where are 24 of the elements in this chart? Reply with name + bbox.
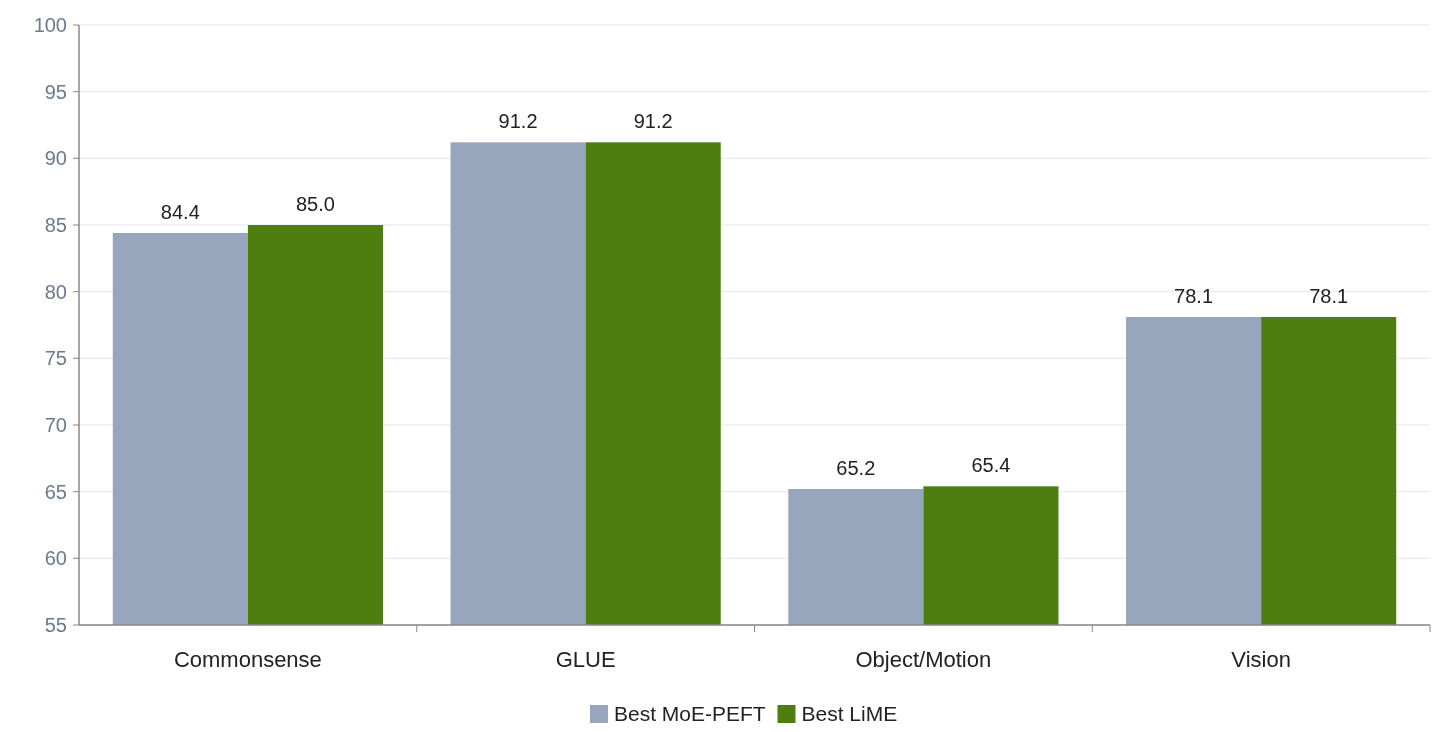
data-label: 65.4	[971, 454, 1011, 477]
y-tick-label: 85	[44, 214, 67, 236]
data-label: 78.1	[1309, 285, 1349, 307]
data-label: 78.1	[1174, 285, 1214, 307]
y-tick-label: 100	[33, 14, 67, 36]
y-tick-label: 60	[44, 547, 67, 570]
legend-label: Best LiME	[801, 702, 898, 726]
legend-label: Best MoE-PEFT	[614, 702, 766, 726]
data-label: 85.0	[295, 193, 335, 215]
x-tick-label: Object/Motion	[855, 647, 992, 672]
y-tick-label: 90	[44, 147, 67, 170]
y-tick-label: 65	[44, 480, 67, 503]
y-tick-label: 75	[44, 347, 67, 370]
y-tick-label: 95	[44, 80, 67, 103]
data-label: 91.2	[633, 110, 673, 133]
data-label: 65.2	[836, 457, 876, 479]
data-label: 84.4	[160, 201, 200, 223]
x-tick-label: GLUE	[555, 647, 616, 672]
y-tick-label: 55	[44, 614, 67, 636]
data-label: 91.2	[498, 110, 538, 133]
y-tick-label: 80	[44, 280, 67, 303]
x-tick-label: Vision	[1231, 647, 1291, 672]
y-tick-label: 70	[44, 414, 67, 436]
x-tick-label: Commonsense	[173, 647, 322, 672]
